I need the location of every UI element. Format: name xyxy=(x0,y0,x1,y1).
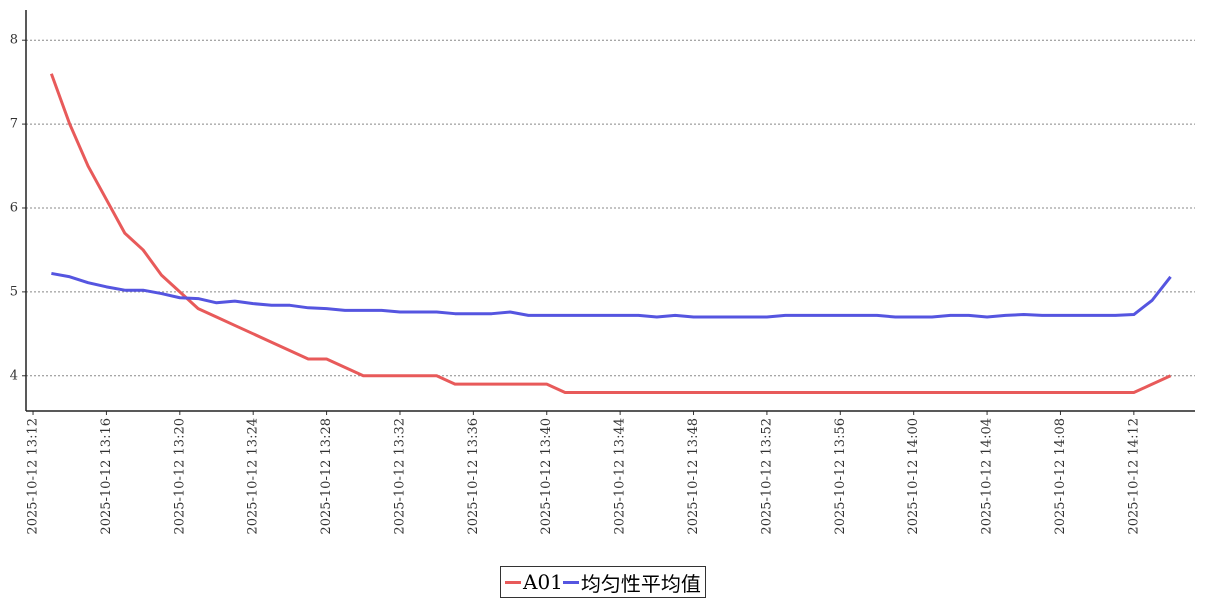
x-tick-label: 2025-10-12 13:44 xyxy=(613,418,628,535)
legend-swatch xyxy=(562,580,579,584)
x-tick-label: 2025-10-12 13:20 xyxy=(172,418,187,535)
series-line xyxy=(49,73,1172,395)
legend-swatch xyxy=(505,580,521,584)
x-tick-label: 2025-10-12 13:56 xyxy=(833,418,848,535)
x-tick-label: 2025-10-12 13:36 xyxy=(466,418,481,535)
x-tick-label: 2025-10-12 14:08 xyxy=(1053,418,1068,535)
legend-entry: 均匀性平均值 xyxy=(562,568,701,597)
legend-label: A01 xyxy=(523,570,563,594)
x-tick-label: 2025-10-12 13:16 xyxy=(99,418,114,535)
x-tick-label: 2025-10-12 13:12 xyxy=(26,418,41,535)
legend: A01 均匀性平均值 xyxy=(500,566,706,598)
x-tick-label: 2025-10-12 13:32 xyxy=(392,418,407,535)
x-tick-label: 2025-10-12 14:00 xyxy=(906,418,921,535)
y-tick-label: 8 xyxy=(10,33,18,48)
x-tick-label: 2025-10-12 13:24 xyxy=(246,418,261,535)
x-tick-label: 2025-10-12 14:12 xyxy=(1126,418,1141,535)
x-tick-label: 2025-10-12 13:40 xyxy=(539,418,554,535)
legend-label: 均匀性平均值 xyxy=(580,571,701,596)
series-line xyxy=(51,271,1172,319)
legend-entry: A01 xyxy=(505,570,563,594)
y-tick-label: 4 xyxy=(10,368,18,383)
x-tick-label: 2025-10-12 13:48 xyxy=(686,418,701,535)
y-tick-label: 5 xyxy=(10,284,18,299)
x-tick-label: 2025-10-12 13:28 xyxy=(319,418,334,535)
x-tick-label: 2025-10-12 13:52 xyxy=(759,418,774,535)
y-tick-label: 6 xyxy=(10,200,18,215)
x-tick-label: 2025-10-12 14:04 xyxy=(980,418,995,535)
y-tick-label: 7 xyxy=(10,117,18,132)
